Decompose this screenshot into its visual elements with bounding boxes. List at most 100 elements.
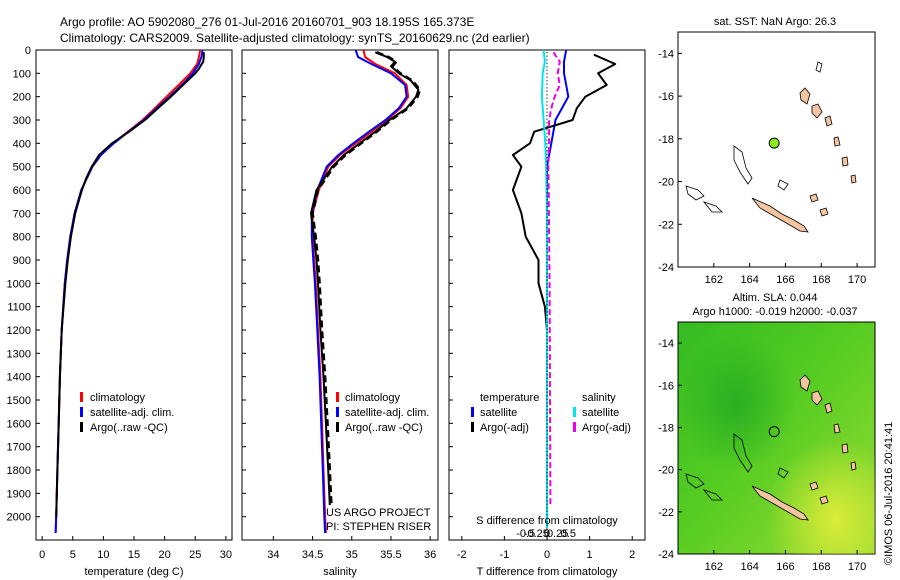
island	[811, 103, 823, 119]
depth-tick-label: 1700	[7, 442, 31, 454]
depth-tick-label: 1200	[7, 325, 31, 337]
legend-swatch-climatology	[80, 392, 83, 402]
legend-swatch-satellite	[336, 407, 339, 417]
sst-map-coastline	[685, 61, 857, 233]
sla-heatmap-low	[678, 322, 875, 554]
depth-tick-label: 500	[13, 162, 31, 174]
figure-title-line2: Climatology: CARS2009. Satellite-adjuste…	[60, 31, 530, 45]
legend-label-argo: Argo(..raw -QC)	[345, 422, 423, 434]
legend-swatch-sal-satellite	[573, 407, 576, 417]
salinity-series	[310, 49, 422, 534]
x-tick-label: 10	[97, 549, 109, 561]
x-tick-label: 25	[189, 549, 201, 561]
x-tick-label: 0	[39, 549, 45, 561]
legend-label-sal-satellite: satellite	[582, 407, 619, 419]
island	[841, 156, 849, 167]
depth-tick-label: 800	[13, 232, 31, 244]
reef-outline	[733, 145, 753, 185]
legend-label-satellite: satellite-adj. clim.	[90, 407, 174, 419]
depth-tick-label: 1400	[7, 372, 31, 384]
x-tick-label-salinity: 0.5	[561, 528, 576, 540]
depth-tick-label: 200	[13, 92, 31, 104]
depth-tick-label: 700	[13, 208, 31, 220]
new-caledonia-island	[751, 485, 809, 521]
island	[833, 423, 841, 434]
sla-map-coastline	[685, 374, 857, 521]
x-tick-label-salinity: -0.25	[524, 528, 549, 540]
difference-series	[511, 49, 617, 529]
depth-tick-label: 1900	[7, 488, 31, 500]
x-tick-label: 5	[70, 549, 76, 561]
map-x-tick-label: 164	[740, 561, 758, 573]
map-y-tick-label: -20	[658, 465, 674, 477]
reef-outline	[777, 467, 789, 479]
reef-outline	[702, 489, 723, 501]
argo-float-marker	[768, 137, 780, 149]
map-x-tick-label: 166	[776, 274, 794, 286]
legend-swatch-argo	[80, 422, 83, 432]
map-y-tick-label: -18	[658, 422, 674, 434]
map-x-tick-label: 162	[705, 561, 723, 573]
x-tick-label: 34.5	[302, 549, 323, 561]
map-x-tick-label: 162	[705, 274, 723, 286]
series-line-argo-raw-qc-	[55, 52, 205, 517]
x-tick-label: 2	[629, 549, 635, 561]
legend-swatch-temp-argo	[471, 422, 474, 432]
depth-tick-label: 0	[25, 45, 31, 57]
pi-annotation: PI: STEPHEN RISER	[326, 521, 431, 533]
depth-tick-label: 300	[13, 115, 31, 127]
map-x-tick-label: 164	[740, 274, 758, 286]
island	[824, 402, 833, 414]
x-tick-label-salinity: 0.25	[547, 528, 568, 540]
x-tick-label: -1	[500, 549, 510, 561]
new-caledonia-island	[751, 197, 809, 233]
legend-label-sal-argo: Argo(-adj)	[582, 422, 631, 434]
series-line-salinity-satellite	[540, 49, 548, 529]
series-line-satellite-adj-clim-	[310, 49, 408, 534]
reef-outline	[815, 61, 823, 73]
depth-tick-label: 400	[13, 138, 31, 150]
depth-tick-label: 1300	[7, 348, 31, 360]
map-x-tick-label: 166	[776, 561, 794, 573]
legend-label-satellite: satellite-adj. clim.	[345, 407, 429, 419]
map-y-tick-label: -16	[658, 91, 674, 103]
island	[809, 481, 819, 491]
legend-label-climatology: climatology	[90, 392, 146, 404]
sla-map-title-line1: Altim. SLA: 0.044	[733, 292, 818, 304]
island	[819, 495, 829, 505]
depth-tick-label: 1500	[7, 395, 31, 407]
reef-outline	[733, 433, 753, 473]
map-y-tick-label: -22	[658, 219, 674, 231]
x-tick-label: -2	[457, 549, 467, 561]
legend-swatch-climatology	[336, 392, 339, 402]
depth-tick-label: 1600	[7, 418, 31, 430]
map-x-tick-label: 168	[812, 561, 830, 573]
legend-swatch-temp-satellite	[471, 407, 474, 417]
sst-map	[677, 31, 876, 268]
temperature-xlabel: temperature (deg C)	[84, 566, 183, 578]
island	[850, 461, 857, 471]
reef-outline	[777, 179, 789, 191]
x-axis-ticks: 0 5 10 15 20 25 30 34 34.5 35 35.5 36 -2 -1 0 1 2 -0.5-0.…	[39, 528, 635, 561]
map-y-tick-label: -14	[658, 338, 674, 350]
x-tick-label: 35	[346, 549, 358, 561]
x-tick-label: 1	[587, 549, 593, 561]
legend-label-argo: Argo(..raw -QC)	[90, 422, 168, 434]
map-x-tick-label: 170	[848, 561, 866, 573]
sla-map-marks: 162 164 166 168 170 -14 -16 -18 -20 -22 -24	[658, 338, 866, 573]
sst-map-title: sat. SST: NaN Argo: 26.3	[714, 16, 836, 28]
series-line-climatology	[54, 49, 202, 534]
series-line-satellite-adj-clim-	[54, 49, 204, 534]
island	[850, 174, 857, 184]
series-line-temperature-argo-adj-	[511, 53, 617, 347]
temperature-series	[54, 49, 205, 534]
legend-label-temp-argo: Argo(-adj)	[480, 422, 529, 434]
imos-timestamp: ©IMOS 06-Jul-2016 20:41:41	[883, 422, 895, 565]
reef-outline	[685, 473, 705, 489]
depth-tick-label: 1100	[7, 302, 31, 314]
reef-outline	[685, 185, 705, 201]
map-y-tick-label: -24	[658, 549, 674, 561]
map-y-tick-label: -20	[658, 177, 674, 189]
depth-tick-label: 1000	[7, 278, 31, 290]
legend-swatch-sal-argo	[573, 422, 576, 432]
